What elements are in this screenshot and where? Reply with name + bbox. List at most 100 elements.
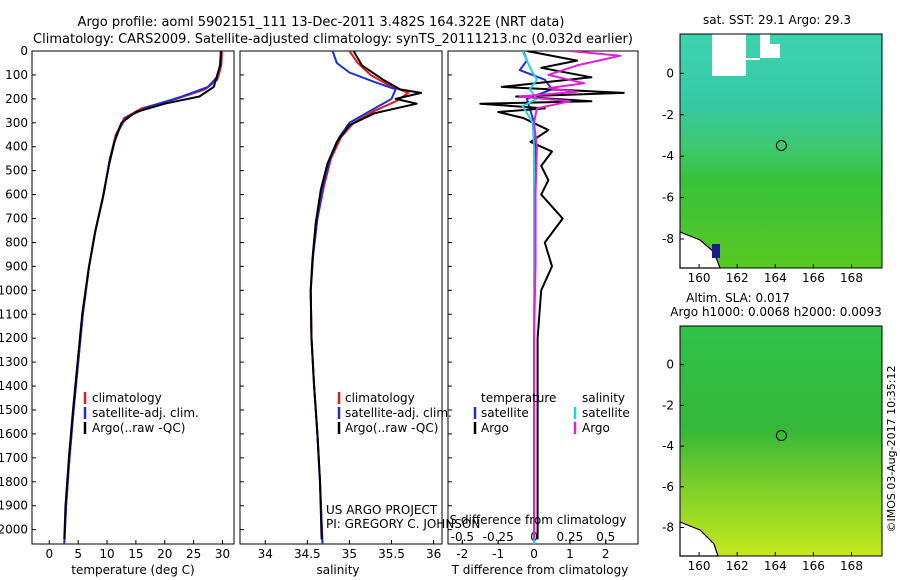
sla-map-title: Altim. SLA: 0.017 [686,291,790,305]
x-tick-label: 10 [99,547,114,561]
lat-tick-label: -2 [662,398,674,412]
series-line-argo [63,51,223,540]
difference-legend: temperature satellite Argo salinity sate… [473,391,630,435]
temperature-panel: 0100200300400500600700800900100011001200… [0,44,235,577]
s-tick-label: 0.25 [557,530,584,544]
depth-tick-label: 1800 [0,475,28,489]
legend-label-climatology: climatology [345,391,415,405]
credit-pi: PI: GREGORY C. JOHNSON [326,517,480,531]
x-tick-label: 35.5 [378,547,405,561]
temperature-plot-frame [31,50,235,545]
series-line-argo [309,51,422,540]
legend-title-salinity: salinity [582,391,625,405]
x-tick-label: 0 [530,547,538,561]
depth-tick-label: 1900 [0,499,28,513]
s-difference-x-axis: -0.5 -0.25 0 0.25 0.5 [451,530,615,544]
depth-tick-label: 1600 [0,427,28,441]
lat-tick-label: 0 [666,66,674,80]
temperature-x-axis: 0 5 10 15 20 25 30 [45,540,230,561]
s-tick-label: -0.5 [451,530,474,544]
lat-tick-label: -2 [662,108,674,122]
legend-label-argo: Argo(..raw -QC) [92,421,185,435]
sst-lat-axis: 0 -2 -4 -6 -8 [662,66,684,246]
legend-label-satellite: satellite-adj. clim. [92,406,199,420]
imos-timestamp: ©IMOS 03-Aug-2017 10:35:12 [885,366,898,533]
x-tick-label: 1 [566,547,574,561]
series-line-climatology [309,51,410,544]
legend-label-t-argo: Argo [481,421,509,435]
x-tick-label: 20 [157,547,172,561]
difference-panel: -2 -1 0 1 2 -0.5 -0.25 0 0.25 0.5 temperature sa… [447,50,639,577]
sst-blue-patch [712,244,720,258]
depth-tick-label: 1100 [0,307,28,321]
depth-axis: 0 100 200 300 400 500 600 700 800 900 1000 1100 1200… [0,44,36,537]
sla-map: Altim. SLA: 0.017 Argo h1000: 0.0068 h20… [662,291,883,573]
sla-field [680,326,882,556]
header-subtitle: Climatology: CARS2009. Satellite-adjuste… [33,32,633,47]
lat-tick-label: -4 [662,439,674,453]
lon-tick-label: 164 [764,559,787,573]
lon-tick-label: 162 [726,559,749,573]
lon-tick-label: 160 [688,559,711,573]
depth-tick-label: 500 [5,164,28,178]
series-line-argo [479,51,625,540]
depth-tick-label: 1300 [0,355,28,369]
lat-tick-label: -6 [662,480,674,494]
lat-tick-label: -4 [662,149,674,163]
x-tick-label: 5 [74,547,82,561]
salinity-depth-ticks [240,50,244,531]
sst-lon-axis: 160 162 164 166 168 [688,264,863,285]
x-tick-label: -2 [456,547,468,561]
s-difference-x-label: S difference from climatology [450,513,627,527]
lon-tick-label: 166 [802,559,825,573]
sla-map-subtitle: Argo h1000: 0.0068 h2000: 0.0093 [670,305,882,319]
x-tick-label: -1 [492,547,504,561]
x-tick-label: 25 [186,547,201,561]
legend-label-t-satellite: satellite [481,406,529,420]
depth-tick-label: 600 [5,188,28,202]
sst-map: sat. SST: 29.1 Argo: 29.3 160 162 164 166 16… [662,13,883,285]
salinity-x-axis: 34 34.5 35 35.5 36 [258,540,441,561]
temperature-legend: climatology satellite-adj. clim. Argo(..… [83,391,199,435]
depth-tick-label: 1200 [0,331,28,345]
temperature-series [63,51,223,544]
depth-tick-label: 200 [5,92,28,106]
legend-label-argo: Argo(..raw -QC) [345,421,438,435]
depth-tick-label: 1700 [0,451,28,465]
lon-tick-label: 164 [764,271,787,285]
salinity-x-label: salinity [316,563,359,577]
s-tick-label: -0.25 [483,530,514,544]
x-tick-label: 36 [426,547,441,561]
header-title: Argo profile: aoml 5902151_111 13-Dec-20… [78,15,565,30]
x-tick-label: 35 [342,547,357,561]
lon-tick-label: 168 [840,271,863,285]
legend-label-satellite: satellite-adj. clim. [345,406,452,420]
depth-tick-label: 100 [5,68,28,82]
sst-missing-data [712,34,780,76]
lon-tick-label: 168 [840,559,863,573]
lat-tick-label: -8 [662,521,674,535]
series-line-sal_argo [518,51,622,540]
lon-tick-label: 160 [688,271,711,285]
salinity-panel: 34 34.5 35 35.5 36 climatology satellite-adj… [239,50,480,577]
legend-label-s-argo: Argo [582,421,610,435]
salinity-series [309,51,422,544]
lat-tick-label: -8 [662,232,674,246]
sst-field [680,34,882,268]
credit-project: US ARGO PROJECT [326,503,438,517]
series-line-satellite [63,51,222,544]
legend-label-s-satellite: satellite [582,406,630,420]
difference-series [479,51,625,544]
salinity-plot-frame [239,50,443,545]
x-tick-label: 2 [602,547,610,561]
series-line-satellite [309,51,397,544]
lat-tick-label: -6 [662,191,674,205]
x-tick-label: 34 [258,547,273,561]
x-tick-label: 34.5 [294,547,321,561]
sst-map-frame [679,33,883,269]
difference-depth-ticks [448,50,452,531]
depth-tick-label: 1000 [0,283,28,297]
sst-profile-marker [775,140,787,151]
x-tick-label: 15 [128,547,143,561]
sla-lat-axis: 0 -2 -4 -6 -8 [662,358,684,535]
